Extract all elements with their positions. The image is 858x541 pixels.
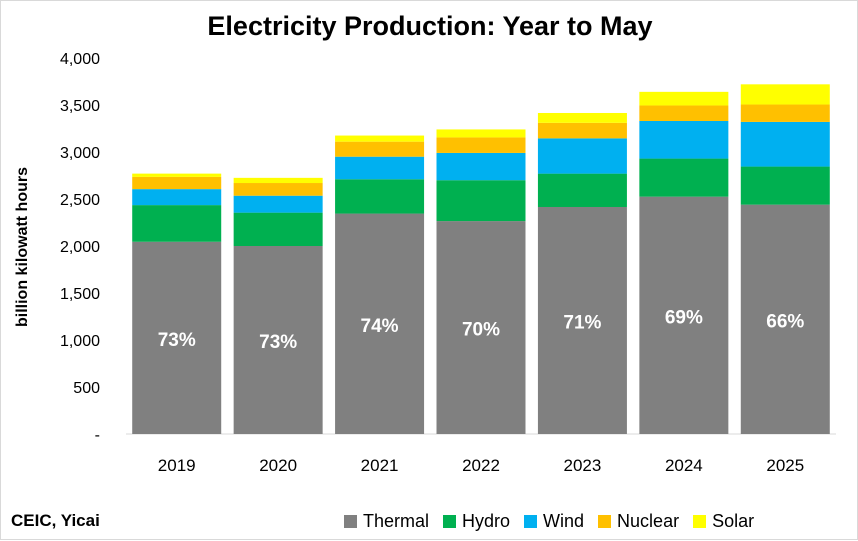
legend-label: Thermal <box>363 511 430 531</box>
legend-item-hydro: Hydro <box>443 511 510 532</box>
y-tick-label: 4,000 <box>60 51 100 68</box>
bar-segment-thermal <box>233 246 323 434</box>
legend-swatch <box>344 515 357 528</box>
bar-segment-nuclear <box>132 176 222 190</box>
x-tick-label: 2023 <box>564 456 602 475</box>
bar-share-label: 70% <box>462 320 500 341</box>
legend-label: Wind <box>543 511 585 531</box>
x-tick-label: 2019 <box>158 456 196 475</box>
bar-labels: 73% 73% 74% 70% 71% 69% 66% <box>158 307 805 353</box>
bar-segment-wind <box>537 138 627 174</box>
bar-segment-wind <box>639 120 729 159</box>
y-tick-label: 1,500 <box>60 286 100 303</box>
bar-segment-nuclear <box>335 141 425 157</box>
legend-label: Solar <box>712 511 755 531</box>
bar-segment-thermal <box>335 213 425 434</box>
bar-segment-solar <box>639 91 729 106</box>
bar-share-label: 71% <box>563 312 601 333</box>
bar-share-label: 69% <box>665 307 703 328</box>
y-tick-label: 3,500 <box>60 98 100 115</box>
bar-segment-nuclear <box>436 137 526 153</box>
bar-segment-solar <box>233 177 323 184</box>
y-tick-label: - <box>95 427 100 444</box>
legend-label: Nuclear <box>617 511 680 531</box>
bar-segment-nuclear <box>233 183 323 196</box>
bar-segment-solar <box>436 129 526 138</box>
bar-segment-solar <box>740 84 830 105</box>
bar-segment-nuclear <box>537 122 627 139</box>
legend-swatch <box>693 515 707 528</box>
legend-label: Hydro <box>462 511 511 531</box>
bar-segment-solar <box>335 135 425 142</box>
bar-segment-hydro <box>740 166 830 205</box>
bar-segment-nuclear <box>740 104 830 122</box>
bar-segment-wind <box>233 195 323 213</box>
bar-share-label: 66% <box>766 311 804 332</box>
legend-item-thermal: Thermal <box>344 511 429 532</box>
bar-share-label: 74% <box>361 316 399 337</box>
y-tick-label: 1,000 <box>60 333 100 350</box>
bar-segment-thermal <box>537 206 627 434</box>
legend-swatch <box>524 515 538 528</box>
bar-segment-hydro <box>436 180 526 222</box>
bar-segment-wind <box>132 189 222 206</box>
x-tick-label: 2024 <box>665 456 703 475</box>
chart-title: Electricity Production: Year to May <box>207 11 653 41</box>
bar-segment-hydro <box>132 205 222 242</box>
legend-item-nuclear: Nuclear <box>598 511 679 532</box>
x-tick-label: 2022 <box>462 456 500 475</box>
bar-segment-solar <box>132 173 222 177</box>
legend-item-solar: Solar <box>693 511 754 532</box>
bar-segment-thermal <box>740 204 830 434</box>
y-axis-label: billion kilowatt hours <box>14 167 31 327</box>
bar-segment-thermal <box>132 241 222 434</box>
legend: Thermal Hydro Wind Nuclear Solar <box>344 511 768 532</box>
bar-segment-nuclear <box>639 105 729 121</box>
y-tick-label: 2,000 <box>60 239 100 256</box>
legend-swatch <box>443 515 457 528</box>
bars <box>132 84 830 434</box>
bar-segment-wind <box>436 152 526 181</box>
bar-segment-hydro <box>335 179 425 214</box>
bar-segment-solar <box>537 112 627 123</box>
bar-segment-wind <box>740 121 830 167</box>
bar-segment-thermal <box>436 221 526 434</box>
y-tick-label: 3,000 <box>60 145 100 162</box>
bar-segment-hydro <box>233 212 323 246</box>
bar-segment-wind <box>335 156 425 180</box>
x-tick-label: 2025 <box>766 456 804 475</box>
x-tick-label: 2021 <box>361 456 399 475</box>
y-tick-label: 500 <box>73 380 100 397</box>
x-tick-label: 2020 <box>259 456 297 475</box>
bar-share-label: 73% <box>158 330 196 351</box>
bar-segment-thermal <box>639 196 729 434</box>
source-note: CEIC, Yicai <box>11 511 100 530</box>
legend-item-wind: Wind <box>524 511 584 532</box>
legend-swatch <box>598 515 612 528</box>
bar-segment-hydro <box>537 173 627 207</box>
bar-share-label: 73% <box>259 332 297 353</box>
bar-segment-hydro <box>639 158 729 197</box>
y-tick-label: 2,500 <box>60 192 100 209</box>
